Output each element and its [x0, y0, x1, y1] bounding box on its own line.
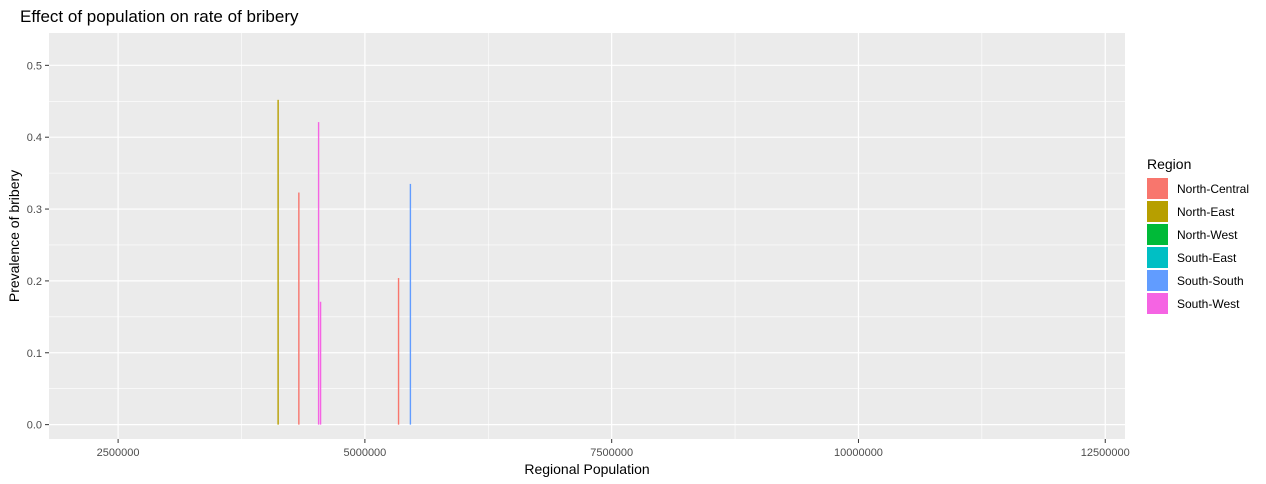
legend-swatch [1147, 270, 1168, 291]
x-axis-ticks: 2500000 5000000 7500000 10000000 12500000 [97, 439, 1130, 459]
bar [277, 99, 279, 425]
x-tick-label: 2500000 [97, 447, 140, 459]
legend-label: South-South [1177, 274, 1244, 288]
legend-swatch [1147, 293, 1168, 314]
legend-label: South-East [1177, 251, 1237, 265]
legend-swatch [1147, 178, 1168, 199]
minor-gridlines [49, 33, 1125, 439]
y-tick-label: 0.1 [27, 348, 42, 360]
y-tick-label: 0.2 [27, 276, 42, 288]
plot-panel [49, 33, 1125, 439]
y-tick-label: 0.3 [27, 204, 42, 216]
x-tick-label: 5000000 [343, 447, 386, 459]
chart-title: Effect of population on rate of bribery [20, 7, 299, 26]
bar [409, 183, 412, 425]
legend-swatch [1147, 247, 1168, 268]
legend-label: North-East [1177, 205, 1235, 219]
legend-label: South-West [1177, 297, 1240, 311]
legend-swatch [1147, 201, 1168, 222]
x-tick-label: 12500000 [1081, 447, 1130, 459]
legend-title: Region [1147, 156, 1191, 172]
y-tick-label: 0.5 [27, 60, 42, 72]
y-axis-ticks: 0.0 0.1 0.2 0.3 0.4 0.5 [27, 60, 49, 432]
y-tick-label: 0.4 [27, 132, 42, 144]
bars [277, 99, 412, 425]
y-tick-label: 0.0 [27, 420, 42, 432]
legend: Region North-Central North-East North-West… [1147, 156, 1249, 314]
legend-swatch [1147, 224, 1168, 245]
bar [298, 192, 300, 425]
x-axis-title: Regional Population [524, 461, 649, 477]
x-tick-label: 7500000 [590, 447, 633, 459]
legend-label: North-Central [1177, 182, 1249, 196]
bar [319, 301, 322, 425]
x-tick-label: 10000000 [834, 447, 883, 459]
major-gridlines [49, 33, 1125, 439]
bar [397, 278, 400, 425]
legend-label: North-West [1177, 228, 1238, 242]
bar [317, 122, 320, 425]
y-axis-title: Prevalence of bribery [6, 170, 22, 302]
